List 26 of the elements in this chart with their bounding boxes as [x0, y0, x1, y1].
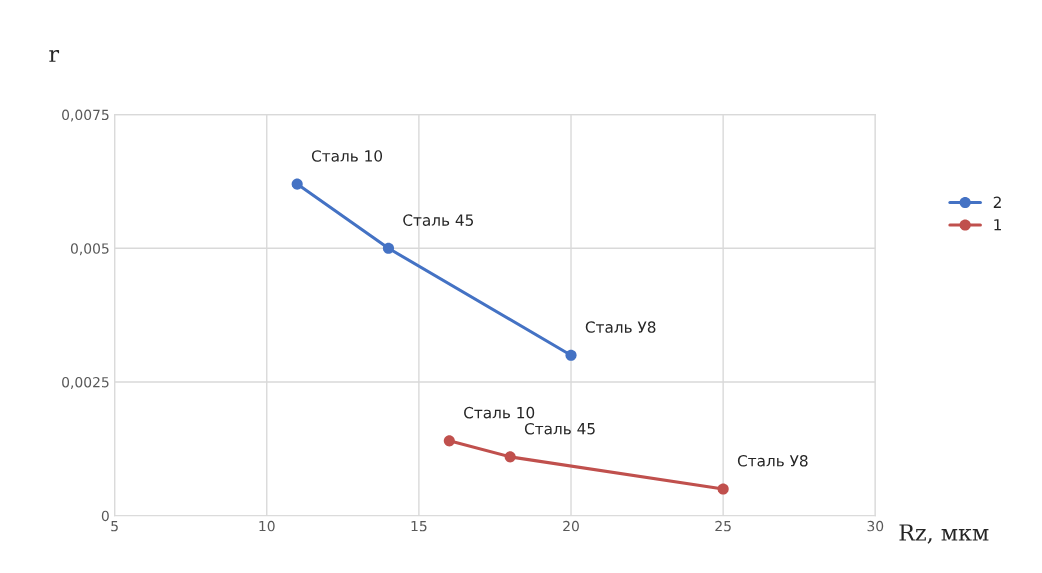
point [382, 242, 395, 254]
annotation: Сталь 45 [524, 422, 595, 435]
point [443, 435, 455, 447]
y-axis-title: r [49, 50, 60, 62]
annotation: Сталь 10 [464, 406, 535, 419]
x-tick-label: 20 [563, 520, 579, 532]
annotation: Сталь 45 [403, 214, 474, 226]
x-tick-label: 5 [111, 520, 118, 532]
annotation: Сталь У8 [585, 321, 656, 333]
point [717, 483, 729, 495]
x-tick-label: 15 [411, 520, 427, 532]
point [291, 178, 303, 190]
y-tick-label: 0 [101, 510, 109, 522]
point [565, 349, 577, 361]
x-tick-label: 10 [259, 520, 275, 532]
x-axis-title: Rz, мкм [899, 524, 989, 544]
y-tick-label: 0,005 [70, 243, 109, 256]
legend-label: 1 [994, 219, 1001, 231]
legend-label: 2 [993, 196, 1001, 208]
annotation: Сталь 10 [311, 150, 383, 162]
y-tick-label: 0,0075 [62, 109, 109, 122]
annotation: Сталь У8 [737, 455, 808, 467]
x-tick-label: 25 [715, 520, 731, 532]
x-tick-label: 30 [867, 520, 884, 532]
point [504, 451, 516, 463]
y-tick-label: 0,0025 [62, 376, 109, 389]
